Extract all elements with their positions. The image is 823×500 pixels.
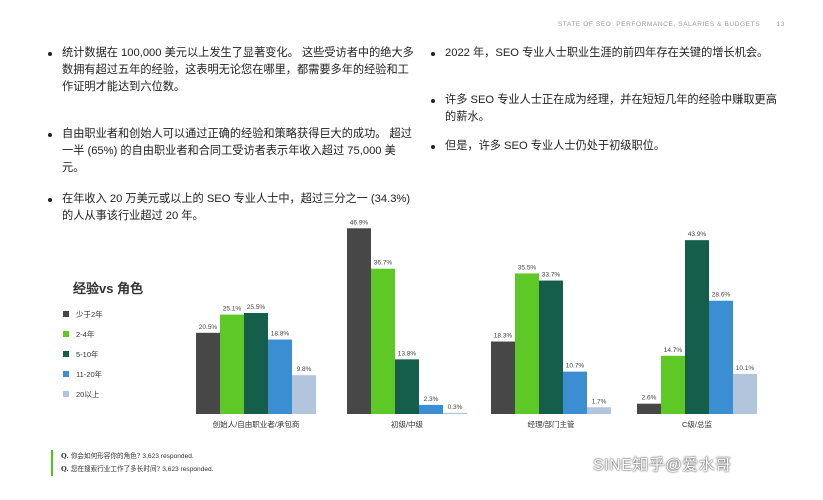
bullet-item: 自由职业者和创始人可以通过正确的经验和策略获得巨大的成功。 超过一半 (65%)… <box>44 126 414 177</box>
data-label: 10.7% <box>566 363 585 370</box>
chart-legend: 少于2年 2-4年 5-10年 11-20年 20以上 <box>63 304 103 404</box>
data-label: 0.3% <box>448 404 463 411</box>
bar <box>733 374 757 414</box>
data-label: 25.1% <box>223 306 242 313</box>
data-label: 2.3% <box>424 396 439 403</box>
bar <box>491 341 515 414</box>
data-label: 36.7% <box>374 260 393 267</box>
question-label: Q. <box>61 465 69 473</box>
data-label: 35.5% <box>518 264 537 271</box>
bar <box>637 403 661 414</box>
legend-item: 2-4年 <box>63 324 103 344</box>
bar <box>268 339 292 414</box>
bar <box>515 273 539 414</box>
data-label: 9.8% <box>297 366 312 373</box>
legend-label: 20以上 <box>76 389 100 399</box>
bar <box>347 228 371 414</box>
bar <box>419 404 443 414</box>
question-text: 你会如何形容你的角色? <box>70 452 141 460</box>
legend-swatch <box>63 391 69 397</box>
legend-swatch <box>63 351 69 357</box>
category-label: 初级/中级 <box>391 419 424 429</box>
bullet-text: 但是，许多 SEO 专业人士仍处于初级职位。 <box>445 140 666 152</box>
data-label: 33.7% <box>542 272 561 279</box>
wechat-icon <box>566 454 588 472</box>
data-label: 46.9% <box>350 219 369 226</box>
survey-question-1: Q. 你会如何形容你的角色? 3,623 responded. <box>61 450 214 463</box>
bullet-item: 许多 SEO 专业人士正在成为经理，并在短短几年的经验中赚取更高的薪水。 <box>427 92 787 126</box>
bar <box>443 412 467 414</box>
legend-item: 5-10年 <box>63 344 103 364</box>
survey-question-2: Q. 您在搜索行业工作了多长时间? 3,623 responded. <box>61 463 214 476</box>
legend-label: 5-10年 <box>76 349 99 359</box>
legend-label: 2-4年 <box>76 329 95 339</box>
data-label: 43.9% <box>688 231 707 238</box>
bar <box>395 359 419 414</box>
bar <box>292 375 316 414</box>
bar <box>196 332 220 414</box>
bar <box>539 280 563 414</box>
response-count: 3,623 responded. <box>162 466 214 473</box>
bullet-text: 许多 SEO 专业人士正在成为经理，并在短短几年的经验中赚取更高的薪水。 <box>445 94 777 123</box>
category-label: 创始人/自由职业者/承包商 <box>213 419 300 429</box>
bullet-text: 2022 年，SEO 专业人士职业生涯的前四年存在关键的增长机会。 <box>445 47 769 59</box>
bar <box>685 240 709 414</box>
bullet-dot <box>431 145 435 149</box>
right-bullet-list: 2022 年，SEO 专业人士职业生涯的前四年存在关键的增长机会。 许多 SEO… <box>427 45 787 155</box>
data-label: 13.8% <box>398 350 417 357</box>
legend-label: 少于2年 <box>76 309 103 319</box>
response-count: 3,623 responded. <box>142 453 194 460</box>
bullet-item: 但是，许多 SEO 专业人士仍处于初级职位。 <box>427 138 787 155</box>
bullet-dot <box>48 133 52 137</box>
question-text: 您在搜索行业工作了多长时间? <box>70 465 161 473</box>
bar <box>563 371 587 414</box>
bullet-text: 在年收入 20 万美元或以上的 SEO 专业人士中，超过三分之一 (34.3%)… <box>62 193 411 222</box>
bullet-item: 2022 年，SEO 专业人士职业生涯的前四年存在关键的增长机会。 <box>427 45 787 62</box>
bar <box>661 355 685 414</box>
data-label: 1.7% <box>592 398 607 405</box>
bullet-dot <box>48 52 52 56</box>
legend-item: 11-20年 <box>63 364 103 384</box>
legend-swatch <box>63 371 69 377</box>
bar <box>371 268 395 414</box>
data-label: 2.6% <box>642 395 657 402</box>
bar <box>220 314 244 414</box>
report-title: STATE OF SEO: PERFORMANCE, SALARIES & BU… <box>557 21 761 28</box>
bullet-dot <box>431 52 435 56</box>
bar <box>587 407 611 414</box>
bullet-dot <box>48 198 52 202</box>
data-label: 25.5% <box>247 304 266 311</box>
report-header: STATE OF SEO: PERFORMANCE, SALARIES & BU… <box>558 21 785 28</box>
bullet-text: 统计数据在 100,000 美元以上发生了显著变化。 这些受访者中的绝大多数拥有… <box>62 47 414 93</box>
left-bullet-list: 统计数据在 100,000 美元以上发生了显著变化。 这些受访者中的绝大多数拥有… <box>44 45 414 225</box>
chart-title: 经验vs 角色 <box>73 281 144 296</box>
bullet-text: 自由职业者和创始人可以通过正确的经验和策略获得巨大的成功。 超过一半 (65%)… <box>62 128 412 174</box>
bar <box>709 300 733 414</box>
survey-questions: Q. 你会如何形容你的角色? 3,623 responded. Q. 您在搜索行… <box>51 450 214 476</box>
data-label: 18.3% <box>494 333 513 340</box>
data-label: 28.6% <box>712 292 731 299</box>
legend-label: 11-20年 <box>76 369 103 379</box>
legend-item: 少于2年 <box>63 304 103 324</box>
legend-swatch <box>63 331 69 337</box>
bar <box>244 313 268 414</box>
category-label: 经理/部门主管 <box>527 419 575 429</box>
data-label: 10.1% <box>736 365 755 372</box>
bullet-item: 在年收入 20 万美元或以上的 SEO 专业人士中，超过三分之一 (34.3%)… <box>44 191 414 225</box>
watermark: SINE知乎@爱水哥 <box>566 451 732 475</box>
page-number: 13 <box>776 21 785 28</box>
data-label: 18.8% <box>271 331 290 338</box>
data-label: 20.5% <box>199 324 218 331</box>
watermark-text: SINE知乎@爱水哥 <box>593 457 732 474</box>
bullet-item: 统计数据在 100,000 美元以上发生了显著变化。 这些受访者中的绝大多数拥有… <box>44 45 414 96</box>
category-label: C级/总监 <box>682 419 712 429</box>
legend-swatch <box>63 311 69 317</box>
question-label: Q. <box>61 452 69 460</box>
bullet-dot <box>431 99 435 103</box>
data-label: 14.7% <box>664 347 683 354</box>
legend-item: 20以上 <box>63 384 103 404</box>
